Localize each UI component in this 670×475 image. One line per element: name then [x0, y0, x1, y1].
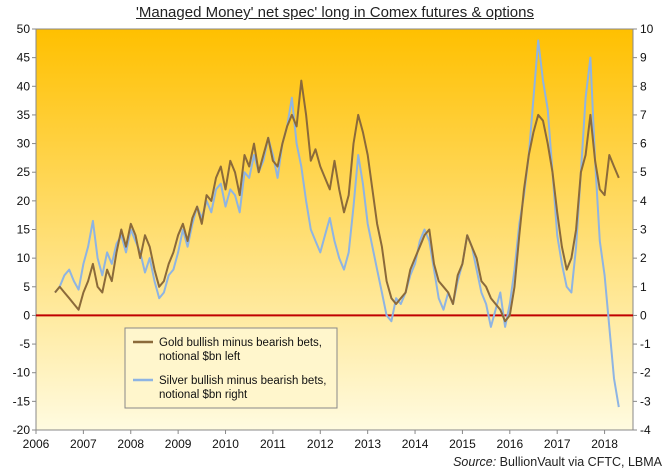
legend-label-gold: Gold bullish minus bearish bets,	[159, 337, 322, 349]
y-left-tick-label: 10	[17, 251, 31, 265]
y-left-tick-label: 0	[23, 308, 30, 322]
legend-label-silver-line2: notional $bn right	[159, 389, 248, 401]
legend-label-silver: Silver bullish minus bearish bets,	[159, 375, 326, 387]
axes: -20-15-10-505101520253035404550-4-3-2-10…	[13, 22, 654, 451]
x-tick-label: 2016	[496, 437, 523, 451]
x-tick-label: 2012	[307, 437, 334, 451]
y-right-tick-label: 9	[640, 51, 647, 65]
y-right-tick-label: 1	[640, 280, 647, 294]
x-tick-label: 2011	[260, 437, 286, 451]
x-tick-label: 2015	[449, 437, 476, 451]
x-tick-label: 2010	[212, 437, 239, 451]
source-text: BullionVault via CFTC, LBMA	[499, 455, 662, 469]
source-label: Source:	[453, 455, 497, 469]
source-note: Source: BullionVault via CFTC, LBMA	[453, 455, 662, 469]
y-left-tick-label: 15	[17, 223, 31, 237]
y-right-tick-label: 6	[640, 137, 647, 151]
y-right-tick-label: -2	[640, 366, 651, 380]
y-left-tick-label: -20	[13, 423, 31, 437]
legend-box	[124, 327, 338, 409]
y-right-tick-label: 4	[640, 194, 647, 208]
y-left-tick-label: 35	[17, 108, 31, 122]
x-tick-label: 2018	[591, 437, 618, 451]
x-tick-label: 2009	[165, 437, 192, 451]
y-right-tick-label: -4	[640, 423, 651, 437]
y-right-tick-label: 0	[640, 308, 647, 322]
x-tick-label: 2006	[23, 437, 50, 451]
y-right-tick-label: 3	[640, 223, 647, 237]
y-left-tick-label: -10	[13, 366, 31, 380]
y-left-tick-label: 5	[23, 280, 30, 294]
x-tick-label: 2007	[70, 437, 97, 451]
y-right-tick-label: -1	[640, 337, 651, 351]
legend: Gold bullish minus bearish bets, notiona…	[124, 327, 338, 409]
y-right-tick-label: 2	[640, 251, 647, 265]
y-left-tick-label: -5	[19, 337, 30, 351]
legend-label-gold-line2: notional $bn left	[159, 351, 241, 363]
y-right-tick-label: 8	[640, 79, 647, 93]
y-right-tick-label: 7	[640, 108, 647, 122]
y-right-tick-label: -3	[640, 394, 651, 408]
y-left-tick-label: 45	[17, 51, 31, 65]
series-group	[54, 39, 620, 408]
y-left-tick-label: 30	[17, 137, 31, 151]
y-left-tick-label: 40	[17, 79, 31, 93]
y-left-tick-label: 20	[17, 194, 31, 208]
y-left-tick-label: 50	[17, 22, 31, 36]
x-tick-label: 2017	[544, 437, 571, 451]
series-line-gold	[54, 79, 620, 323]
y-left-tick-label: 25	[17, 165, 31, 179]
x-tick-label: 2013	[354, 437, 381, 451]
y-left-tick-label: -15	[13, 394, 31, 408]
y-right-tick-label: 5	[640, 165, 647, 179]
y-right-tick-label: 10	[640, 22, 654, 36]
x-tick-label: 2014	[402, 437, 429, 451]
x-tick-label: 2008	[117, 437, 144, 451]
chart-title: 'Managed Money' net spec' long in Comex …	[136, 4, 534, 21]
